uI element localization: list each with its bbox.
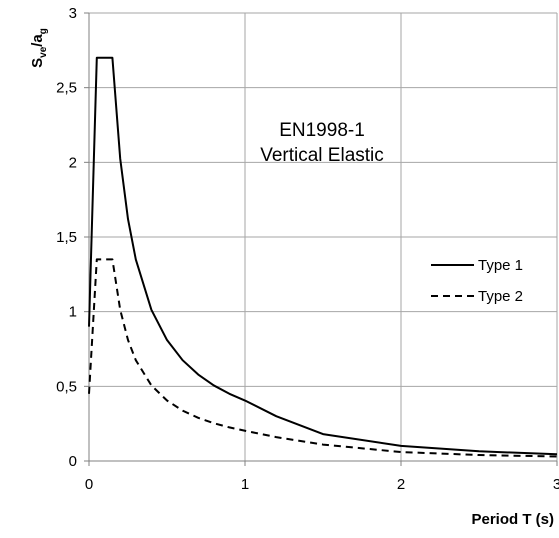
x-tick-label-0: 0 xyxy=(85,476,93,493)
y-tick-label-2: 1 xyxy=(69,304,77,321)
legend: Type 1 Type 2 xyxy=(431,257,523,305)
x-tick-label-1: 1 xyxy=(241,476,249,493)
y-tick-label-5: 2,5 xyxy=(56,80,77,97)
axes xyxy=(84,12,558,466)
y-axis-title-base-sub: ve xyxy=(38,46,49,58)
series-line-type-2 xyxy=(88,258,558,458)
y-tick-label-0: 0 xyxy=(69,453,77,470)
annotation-line-2: Vertical Elastic xyxy=(260,145,384,166)
tick-labels: 0 0,5 1 1,5 2 2,5 3 0 1 2 3 xyxy=(56,5,559,493)
y-axis-title-slash: /a xyxy=(29,34,46,47)
annotation-line-1: EN1998-1 xyxy=(279,120,365,141)
legend-label-type-2: Type 2 xyxy=(478,288,523,305)
y-tick-label-4: 2 xyxy=(69,154,77,171)
y-tick-label-3: 1,5 xyxy=(56,229,77,246)
annotation: EN1998-1 Vertical Elastic xyxy=(260,120,384,166)
y-axis-title-slash-sub: g xyxy=(38,28,49,34)
x-tick-label-2: 2 xyxy=(397,476,405,493)
y-tick-label-1: 0,5 xyxy=(56,378,77,395)
y-axis-title: Sve/ag xyxy=(29,28,49,68)
x-axis-title: Period T (s) xyxy=(471,511,554,528)
legend-label-type-1: Type 1 xyxy=(478,257,523,274)
y-axis-title-base: S xyxy=(29,58,46,68)
series-layer xyxy=(88,56,558,458)
grid xyxy=(89,12,558,461)
x-tick-label-3: 3 xyxy=(553,476,559,493)
y-tick-label-6: 3 xyxy=(69,5,77,22)
series-line-type-1 xyxy=(88,56,558,456)
